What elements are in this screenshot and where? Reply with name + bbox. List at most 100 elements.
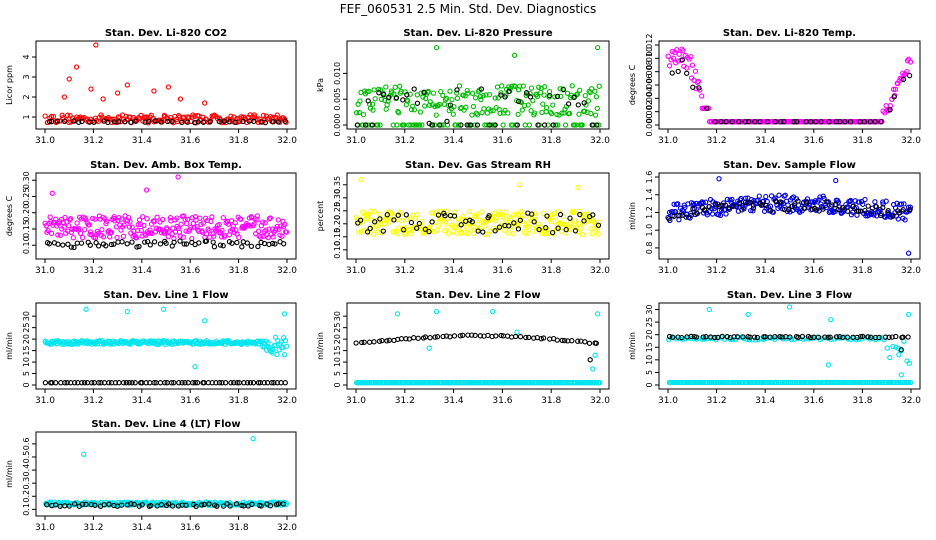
data-point — [567, 220, 574, 226]
y-tick-label: 0 — [333, 382, 342, 387]
data-point — [596, 122, 602, 128]
data-point — [92, 502, 98, 508]
chart-title: Stan. Dev. Sample Flow — [723, 160, 856, 171]
data-point — [571, 94, 577, 101]
data-point — [400, 97, 406, 103]
data-point — [403, 212, 409, 218]
data-point — [124, 241, 130, 247]
data-point — [581, 218, 587, 224]
data-point — [755, 337, 761, 343]
data-point — [526, 221, 533, 227]
data-point — [541, 92, 547, 98]
data-point — [265, 339, 271, 346]
y-tick-label: 30 — [645, 304, 654, 314]
data-point — [82, 226, 88, 233]
data-point — [432, 219, 439, 226]
data-point — [582, 92, 588, 99]
data-point — [518, 99, 524, 105]
data-point — [93, 240, 99, 246]
data-point — [906, 72, 913, 79]
data-point — [192, 214, 199, 220]
data-point — [123, 380, 130, 386]
data-point — [548, 110, 555, 117]
data-point — [747, 199, 754, 206]
figure-title: FEF_060531 2.5 Min. Std. Dev. Diagnostic… — [339, 2, 597, 16]
data-point — [270, 119, 276, 125]
data-point — [540, 210, 547, 217]
data-point — [709, 211, 716, 217]
x-tick-label: 32.0 — [277, 136, 297, 146]
data-point — [391, 213, 397, 220]
data-point — [861, 119, 868, 125]
data-point — [371, 339, 377, 345]
data-point — [905, 311, 912, 318]
data-point — [793, 379, 799, 386]
y-tick-label: 0.20 — [22, 204, 31, 222]
data-point — [823, 199, 829, 205]
data-point — [825, 362, 832, 368]
data-point — [466, 208, 472, 215]
x-tick-label: 31.6 — [180, 523, 200, 533]
data-point — [370, 231, 377, 237]
data-point — [216, 118, 222, 125]
data-point — [64, 112, 71, 118]
data-point — [539, 109, 545, 116]
data-point — [527, 94, 534, 100]
data-point — [736, 119, 742, 125]
data-point — [832, 201, 839, 208]
data-point — [234, 239, 240, 246]
data-point — [572, 228, 579, 234]
data-point — [44, 502, 50, 508]
x-tick-label: 31.2 — [83, 396, 103, 406]
data-point — [60, 242, 66, 248]
data-point — [433, 308, 440, 315]
x-tick-label: 31.8 — [229, 136, 249, 146]
data-point — [488, 108, 494, 114]
data-point — [862, 196, 868, 203]
data-point — [530, 97, 536, 104]
data-point — [169, 503, 176, 509]
data-point — [594, 105, 600, 112]
series-0 — [665, 46, 914, 125]
x-tick-label: 31.2 — [707, 136, 727, 146]
data-point — [408, 219, 415, 226]
data-point — [486, 213, 492, 219]
data-point — [427, 335, 433, 341]
y-tick-label: 0.010 — [333, 62, 342, 85]
data-point — [79, 380, 85, 386]
data-point — [529, 211, 535, 217]
data-point — [64, 380, 70, 386]
data-point — [225, 221, 232, 227]
data-point — [906, 379, 912, 386]
y-tick-label: 0.15 — [333, 228, 342, 246]
data-point — [478, 86, 485, 92]
chart-panel: Stan. Dev. Li-820 CO2 31.0 31.2 31.4 31.6 31.… — [5, 28, 297, 146]
data-point — [177, 96, 184, 102]
y-tick-label: 0.10 — [333, 241, 342, 259]
data-point — [394, 231, 401, 237]
data-point — [893, 333, 899, 340]
y-tick-label: 1.0 — [645, 224, 654, 237]
data-point — [180, 234, 186, 240]
data-point — [855, 379, 861, 386]
data-point — [61, 94, 68, 100]
series-1 — [355, 210, 602, 236]
data-point — [429, 122, 436, 128]
data-point — [521, 230, 527, 236]
data-point — [211, 244, 218, 250]
data-point — [112, 218, 118, 224]
data-point — [701, 207, 708, 213]
data-point — [526, 334, 532, 341]
data-point — [189, 215, 195, 221]
x-tick-label: 31.8 — [541, 396, 561, 406]
data-point — [419, 122, 425, 128]
data-point — [98, 380, 104, 386]
data-point — [114, 90, 121, 96]
data-point — [206, 501, 212, 507]
y-tick-label: 0 — [22, 382, 31, 387]
data-point — [141, 222, 147, 229]
data-point — [528, 85, 535, 91]
y-tick-label: 5 — [22, 371, 31, 376]
data-point — [773, 379, 780, 386]
